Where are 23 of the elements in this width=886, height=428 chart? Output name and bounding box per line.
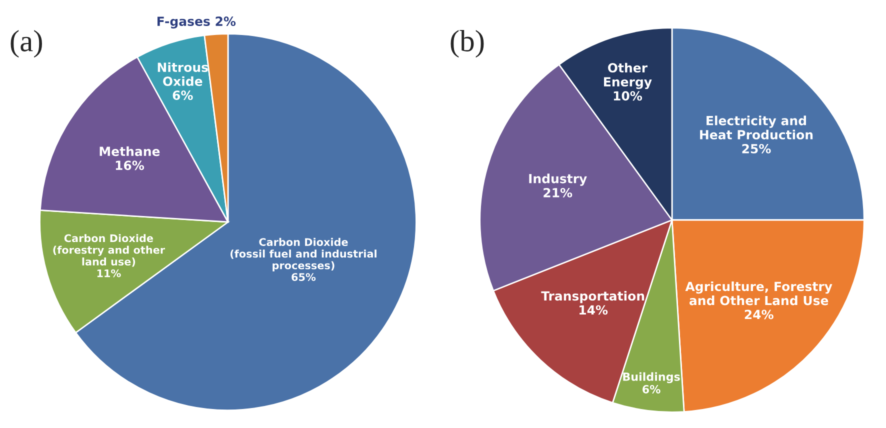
data-label: 14% [580,305,608,315]
slice-label: Agriculture, Forestry and Other Land Use [685,281,832,306]
data-label: 10% [614,91,642,101]
data-label: 65% [292,273,316,281]
slice-label: Carbon Dioxide (forestry and other land use) [53,234,165,267]
data-label: 24% [744,310,774,320]
data-label: 21% [544,188,572,198]
slice-label: Buildings [623,372,680,384]
slice-label: Other Energy [604,62,652,90]
data-label: 25% [742,144,771,154]
chart-title: (a) [10,30,42,58]
slice-label: Electricity and Heat Production [700,116,813,140]
slice-label: Carbon Dioxide (fossil fuel and industrial processes) [230,238,376,272]
slice-label: Nitrous Oxide [158,62,208,86]
slice-label: F-gases 2% [158,16,236,29]
data-label: 11% [97,269,121,278]
chart-title: (b) [450,30,484,58]
slice-label: Transportation [541,291,644,304]
data-label: 6% [642,385,660,394]
slice-label: Industry [529,174,587,186]
slice-label: Methane [100,146,160,156]
data-label: 16% [116,160,144,170]
data-label: 6% [172,90,193,100]
